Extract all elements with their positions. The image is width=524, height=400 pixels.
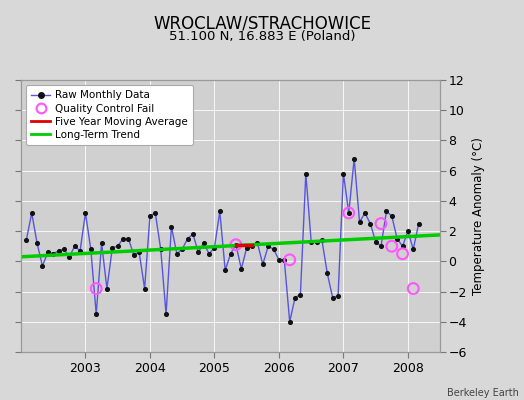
Point <box>323 270 332 277</box>
Point <box>43 249 52 256</box>
Point <box>291 294 299 301</box>
Point <box>248 243 256 250</box>
Point <box>345 210 353 216</box>
Legend: Raw Monthly Data, Quality Control Fail, Five Year Moving Average, Long-Term Tren: Raw Monthly Data, Quality Control Fail, … <box>26 85 193 145</box>
Point <box>28 210 36 216</box>
Point <box>339 170 347 177</box>
Point <box>286 318 294 325</box>
Point <box>114 243 122 250</box>
Point <box>409 246 418 252</box>
Point <box>129 252 138 258</box>
Point <box>205 250 213 257</box>
Point <box>264 243 272 250</box>
Point <box>146 213 154 219</box>
Point <box>318 237 326 243</box>
Point <box>237 266 246 272</box>
Point <box>393 236 401 242</box>
Point <box>355 219 364 225</box>
Point <box>22 237 30 243</box>
Point <box>232 242 240 248</box>
Point <box>200 240 208 246</box>
Point <box>76 248 84 254</box>
Point <box>296 291 304 298</box>
Point <box>194 249 202 256</box>
Point <box>210 244 219 251</box>
Point <box>275 257 283 263</box>
Point <box>382 208 390 215</box>
Point <box>38 263 47 269</box>
Point <box>119 236 127 242</box>
Y-axis label: Temperature Anomaly (°C): Temperature Anomaly (°C) <box>473 137 485 295</box>
Point <box>81 210 90 216</box>
Point <box>232 242 240 248</box>
Point <box>151 210 159 216</box>
Point <box>329 294 337 301</box>
Point <box>361 210 369 216</box>
Point <box>334 293 342 299</box>
Point <box>398 250 407 257</box>
Point <box>409 285 418 292</box>
Point <box>172 250 181 257</box>
Point <box>65 254 73 260</box>
Point <box>54 248 63 254</box>
Point <box>92 285 101 292</box>
Point <box>403 228 412 234</box>
Point <box>243 244 251 251</box>
Point <box>414 220 423 227</box>
Point <box>71 243 79 250</box>
Point <box>215 208 224 215</box>
Point <box>388 243 396 250</box>
Point <box>377 243 385 250</box>
Point <box>135 249 144 256</box>
Point <box>183 236 192 242</box>
Point <box>302 170 310 177</box>
Point <box>280 257 289 263</box>
Point <box>221 267 230 274</box>
Point <box>253 240 261 246</box>
Point <box>366 220 375 227</box>
Point <box>312 238 321 245</box>
Point <box>124 236 133 242</box>
Point <box>269 246 278 252</box>
Point <box>162 311 170 318</box>
Text: WROCLAW/STRACHOWICE: WROCLAW/STRACHOWICE <box>153 14 371 32</box>
Point <box>92 311 101 318</box>
Point <box>86 246 95 252</box>
Point <box>33 240 41 246</box>
Point <box>97 240 106 246</box>
Point <box>398 243 407 250</box>
Point <box>49 250 58 257</box>
Point <box>140 285 149 292</box>
Point <box>157 246 165 252</box>
Point <box>178 246 187 252</box>
Point <box>307 238 315 245</box>
Point <box>286 257 294 263</box>
Point <box>372 238 380 245</box>
Point <box>108 244 116 251</box>
Text: 51.100 N, 16.883 E (Poland): 51.100 N, 16.883 E (Poland) <box>169 30 355 43</box>
Point <box>167 223 176 230</box>
Text: Berkeley Earth: Berkeley Earth <box>447 388 519 398</box>
Point <box>60 246 68 252</box>
Point <box>377 220 385 227</box>
Point <box>226 250 235 257</box>
Point <box>345 210 353 216</box>
Point <box>103 285 111 292</box>
Point <box>350 155 358 162</box>
Point <box>259 261 267 268</box>
Point <box>189 231 197 237</box>
Point <box>388 213 396 219</box>
